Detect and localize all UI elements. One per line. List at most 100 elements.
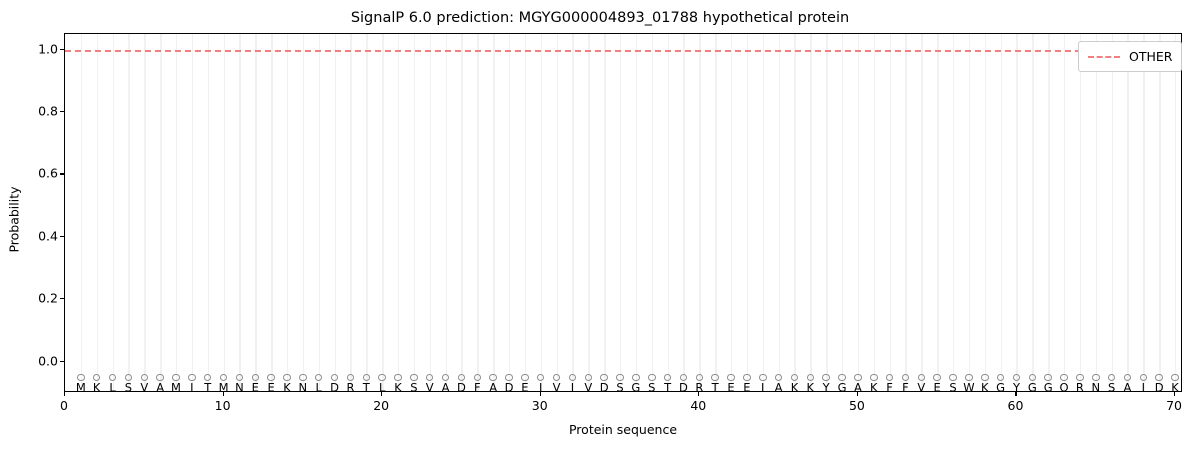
x-axis-tick bbox=[1174, 392, 1176, 396]
residue-marker bbox=[552, 373, 561, 382]
gridline-vertical bbox=[1175, 34, 1177, 391]
y-axis-tick-label: 0.6 bbox=[38, 165, 58, 181]
residue-marker bbox=[981, 373, 989, 382]
residue-letter: R bbox=[695, 380, 704, 392]
gridline-vertical bbox=[826, 34, 828, 391]
residue-marker bbox=[663, 373, 672, 382]
y-axis-tick bbox=[60, 235, 64, 237]
residue-letter: E bbox=[267, 380, 275, 392]
residue-letter: D bbox=[504, 380, 514, 392]
residue-letter: K bbox=[92, 380, 101, 392]
residue-letter: K bbox=[869, 380, 878, 392]
residue-letter: L bbox=[315, 380, 322, 392]
residue-marker bbox=[362, 373, 371, 382]
gridline-vertical bbox=[842, 34, 844, 391]
residue-letter: L bbox=[378, 380, 386, 392]
residue-marker bbox=[1139, 373, 1148, 382]
gridline-vertical bbox=[651, 34, 654, 391]
y-axis-tick bbox=[60, 173, 64, 175]
residue-marker bbox=[314, 373, 323, 382]
residue-marker bbox=[822, 373, 830, 382]
gridline-vertical bbox=[984, 34, 987, 391]
residue-marker bbox=[521, 373, 529, 382]
residue-letter: M bbox=[218, 380, 229, 392]
x-axis-tick bbox=[222, 392, 224, 396]
y-axis-tick-label: 0.2 bbox=[38, 290, 58, 306]
gridline-vertical bbox=[746, 34, 749, 391]
residue-letter: I bbox=[190, 380, 194, 392]
residue-marker bbox=[457, 373, 466, 382]
gridline-vertical bbox=[128, 34, 130, 391]
gridline-vertical bbox=[144, 34, 146, 391]
gridline-vertical bbox=[255, 34, 257, 391]
residue-letter: V bbox=[425, 380, 434, 392]
gridline-vertical bbox=[493, 34, 495, 391]
gridline-vertical bbox=[191, 34, 194, 391]
x-axis-tick bbox=[1015, 392, 1017, 396]
residue-letter: M bbox=[171, 380, 181, 392]
residue-letter: E bbox=[743, 380, 751, 392]
residue-letter: D bbox=[679, 380, 688, 392]
legend-label-other: OTHER bbox=[1129, 49, 1173, 64]
residue-letter: E bbox=[933, 380, 941, 392]
residue-letter: E bbox=[251, 380, 259, 392]
residue-marker bbox=[1044, 373, 1052, 382]
gridline-vertical bbox=[588, 34, 590, 391]
residue-marker bbox=[1012, 373, 1021, 382]
residue-marker bbox=[695, 373, 704, 382]
residue-letter: V bbox=[917, 380, 926, 392]
gridline-vertical bbox=[96, 34, 99, 391]
residue-letter: A bbox=[441, 380, 450, 392]
x-axis-tick-label: 20 bbox=[373, 398, 390, 413]
x-axis-label: Protein sequence bbox=[568, 422, 678, 437]
gridline-vertical bbox=[1032, 34, 1034, 391]
residue-marker bbox=[188, 373, 196, 382]
gridline-vertical bbox=[905, 34, 907, 391]
gridline-vertical bbox=[429, 34, 432, 391]
gridline-vertical bbox=[350, 34, 352, 391]
residue-letter: T bbox=[362, 380, 370, 392]
residue-letter: D bbox=[599, 380, 609, 392]
residue-marker bbox=[1076, 373, 1084, 382]
residue-marker bbox=[743, 373, 751, 382]
gridline-vertical bbox=[937, 34, 939, 391]
gridline-vertical bbox=[398, 34, 400, 391]
residue-marker bbox=[648, 373, 656, 382]
gridline-vertical bbox=[160, 34, 162, 391]
residue-letter: N bbox=[298, 380, 308, 392]
gridline-vertical bbox=[1079, 34, 1082, 391]
gridline-vertical bbox=[1048, 34, 1050, 391]
gridline-vertical bbox=[873, 34, 876, 391]
gridline-vertical bbox=[683, 34, 685, 391]
residue-letter: M bbox=[75, 380, 86, 392]
gridline-vertical bbox=[699, 34, 701, 391]
residue-marker bbox=[156, 373, 164, 382]
residue-marker bbox=[584, 373, 593, 382]
residue-marker bbox=[235, 373, 244, 382]
residue-marker bbox=[790, 373, 799, 382]
gridline-vertical bbox=[794, 34, 796, 391]
residue-letter: A bbox=[853, 380, 862, 392]
x-axis-tick bbox=[381, 392, 383, 396]
residue-marker bbox=[283, 373, 291, 382]
residue-letter: I bbox=[761, 380, 765, 392]
residue-marker bbox=[1107, 373, 1116, 382]
y-axis-tick-label: 0.8 bbox=[38, 103, 58, 119]
legend[interactable]: OTHER bbox=[1078, 41, 1183, 72]
residue-letter: K bbox=[790, 380, 799, 392]
residue-letter: F bbox=[902, 380, 909, 392]
residue-marker bbox=[774, 373, 783, 382]
residue-marker bbox=[77, 373, 85, 382]
residue-marker bbox=[1171, 373, 1179, 382]
gridline-vertical bbox=[287, 34, 289, 391]
residue-letter: R bbox=[346, 380, 355, 392]
gridline-vertical bbox=[1143, 34, 1145, 391]
residue-marker bbox=[378, 373, 386, 382]
residue-letter: E bbox=[521, 380, 529, 392]
gridline-vertical bbox=[112, 34, 114, 391]
residue-marker bbox=[330, 373, 339, 382]
residue-letter: T bbox=[204, 380, 212, 392]
x-axis-tick-label: 40 bbox=[690, 398, 707, 413]
residue-marker bbox=[394, 373, 402, 382]
gridline-vertical bbox=[176, 34, 178, 391]
